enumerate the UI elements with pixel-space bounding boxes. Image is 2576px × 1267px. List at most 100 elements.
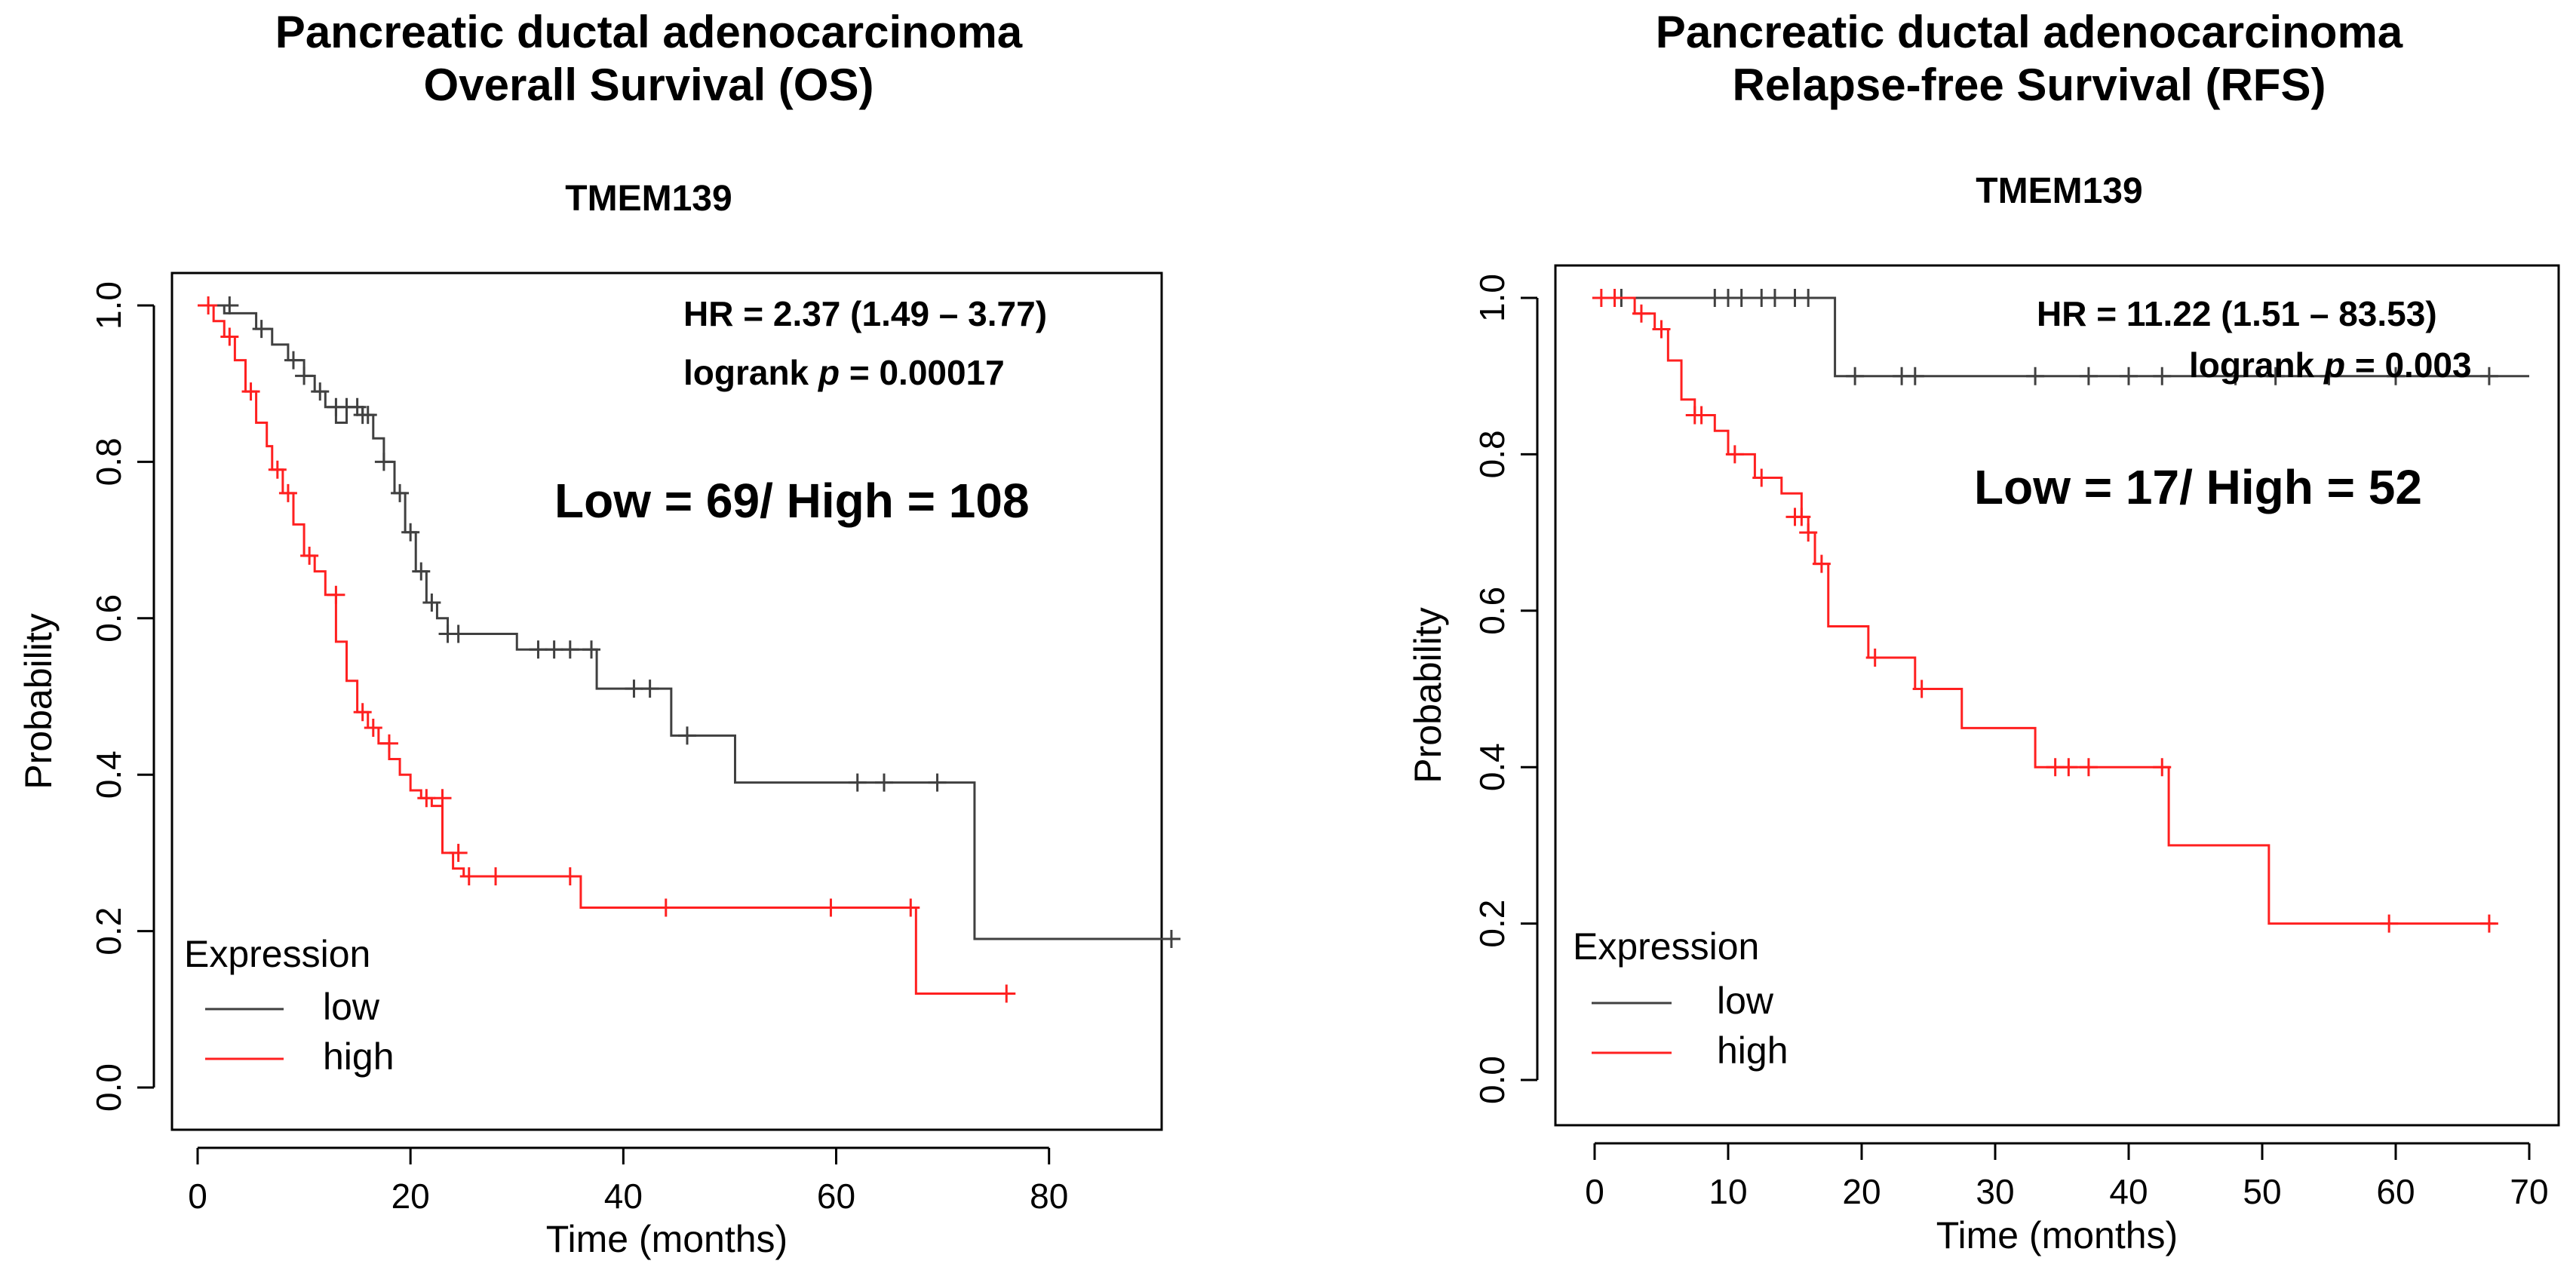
os-high-censor-mark (327, 585, 345, 604)
os-high-censor-mark (901, 898, 920, 917)
rfs-title-line2: Relapse-free Survival (RFS) (1732, 60, 2326, 110)
os-y-axis-title: Probability (17, 613, 60, 789)
os-x-tick-label: 80 (1030, 1176, 1068, 1216)
rfs-high-censor-mark (1652, 320, 1671, 339)
os-y-tick-label: 0.4 (89, 750, 128, 799)
os-low-censor-mark (529, 640, 548, 659)
os-series-low (198, 296, 1181, 948)
os-series-high (198, 296, 1016, 1003)
rfs-y-tick-label: 0.2 (1472, 900, 1512, 948)
os-logrank-label: logrank (683, 353, 818, 392)
os-low-censor-mark (625, 680, 643, 698)
os-high-censor-mark (278, 483, 297, 502)
os-high-censor-mark (268, 460, 287, 479)
rfs-hazard-ratio: HR = 11.22 (1.51 – 83.53) (2037, 294, 2437, 333)
os-low-curve (198, 304, 1171, 940)
rfs-high-censor-mark (1692, 406, 1711, 425)
os-legend-label-high: high (323, 1035, 395, 1078)
os-low-censor-mark (358, 406, 377, 425)
os-low-censor-mark (560, 640, 579, 659)
os-y-tick-label: 0.6 (89, 594, 128, 643)
os-y-tick-label: 1.0 (89, 281, 128, 330)
os-low-censor-mark (295, 367, 314, 385)
rfs-legend-title: Expression (1573, 925, 1759, 968)
rfs-y-tick-label: 0.8 (1472, 430, 1512, 478)
os-low-censor-mark (545, 640, 563, 659)
rfs-y-tick-label: 0.0 (1472, 1056, 1512, 1104)
rfs-x-tick-label: 40 (2109, 1172, 2148, 1211)
rfs-high-censor-mark (1605, 289, 1624, 307)
os-low-censor-mark (640, 680, 659, 698)
rfs-high-censor-mark (1725, 445, 1744, 464)
rfs-y-tick-label: 1.0 (1472, 274, 1512, 322)
os-low-censor-mark (848, 773, 867, 792)
rfs-series-high (1592, 289, 2498, 933)
rfs-high-censor-mark (2479, 914, 2498, 933)
rfs-low-censor-mark (2387, 367, 2405, 385)
rfs-low-censor-mark (2320, 367, 2338, 385)
rfs-high-censor-mark (1799, 523, 1818, 542)
rfs-logrank-label: logrank (2189, 345, 2324, 385)
rfs-low-censor-mark (2266, 367, 2285, 385)
rfs-high-curve (1595, 296, 2496, 925)
os-low-censor-mark (284, 351, 302, 370)
os-p-value: = 0.00017 (840, 353, 1005, 392)
os-low-censor-mark (391, 483, 410, 502)
rfs-p-value: = 0.003 (2345, 345, 2472, 385)
os-x-axis: 0 20 40 60 80 (188, 1146, 1068, 1216)
rfs-x-axis: 0 10 20 30 40 50 60 70 (1585, 1142, 2549, 1211)
os-high-censor-mark (560, 867, 579, 886)
os-plot-frame (170, 272, 1163, 1131)
os-high-censor-mark (364, 718, 382, 737)
rfs-x-axis-title: Time (months) (1936, 1214, 2178, 1256)
rfs-low-censor-mark (1846, 367, 1865, 385)
os-high-censor-mark (449, 843, 468, 862)
os-high-censor-mark (487, 867, 505, 886)
rfs-low-censor-mark (2026, 367, 2045, 385)
os-high-censor-mark (379, 734, 398, 753)
os-high-curve (198, 304, 1012, 996)
os-high-censor-mark (220, 327, 239, 346)
os-high-censor-mark (459, 867, 478, 886)
os-high-censor-mark (199, 296, 218, 314)
rfs-p-symbol: p (2323, 345, 2345, 385)
rfs-low-censor-mark (2226, 367, 2245, 385)
os-low-censor-mark (311, 382, 330, 401)
rfs-x-tick-label: 30 (1976, 1172, 2014, 1211)
rfs-y-axis: 0.0 0.2 0.4 0.6 0.8 1.0 (1472, 274, 1539, 1104)
rfs-low-censor-mark (2153, 367, 2172, 385)
os-legend-title: Expression (184, 933, 370, 975)
rfs-sample-counts: Low = 17/ High = 52 (1974, 460, 2422, 514)
rfs-low-censor-mark (1732, 289, 1751, 307)
rfs-high-censor-mark (1632, 304, 1650, 323)
os-title-line1: Pancreatic ductal adenocarcinoma (275, 7, 1023, 57)
rfs-x-tick-label: 50 (2243, 1172, 2281, 1211)
rfs-low-censor-mark (1905, 367, 1924, 385)
os-x-tick-label: 20 (391, 1176, 430, 1216)
os-low-censor-mark (252, 320, 271, 339)
rfs-low-censor-mark (1799, 289, 1818, 307)
rfs-y-axis-title: Probability (1407, 607, 1449, 783)
os-legend-label-low: low (323, 986, 380, 1028)
os-low-censor-mark (422, 594, 441, 612)
rfs-low-censor-mark (2079, 367, 2098, 385)
os-logrank-p: logrank p = 0.00017 (683, 353, 1005, 392)
os-high-censor-mark (433, 789, 452, 808)
os-low-censor-mark (928, 773, 947, 792)
os-p-symbol: p (817, 353, 840, 392)
os-low-censor-mark (412, 562, 431, 581)
os-high-censor-mark (300, 546, 319, 565)
rfs-legend-label-high: high (1717, 1029, 1788, 1072)
os-x-axis-title: Time (months) (546, 1218, 788, 1260)
rfs-high-censor-mark (1865, 649, 1884, 667)
os-low-censor-mark (875, 773, 894, 792)
os-low-censor-mark (449, 624, 468, 643)
rfs-x-tick-label: 60 (2376, 1172, 2415, 1211)
os-legend: Expression low high (184, 933, 395, 1078)
os-x-tick-label: 0 (188, 1176, 207, 1216)
os-y-axis: 0.0 0.2 0.4 0.6 0.8 1.0 (89, 281, 155, 1112)
os-title-line2: Overall Survival (OS) (423, 60, 874, 110)
rfs-legend: Expression low high (1573, 925, 1788, 1072)
rfs-high-censor-mark (2059, 758, 2078, 777)
